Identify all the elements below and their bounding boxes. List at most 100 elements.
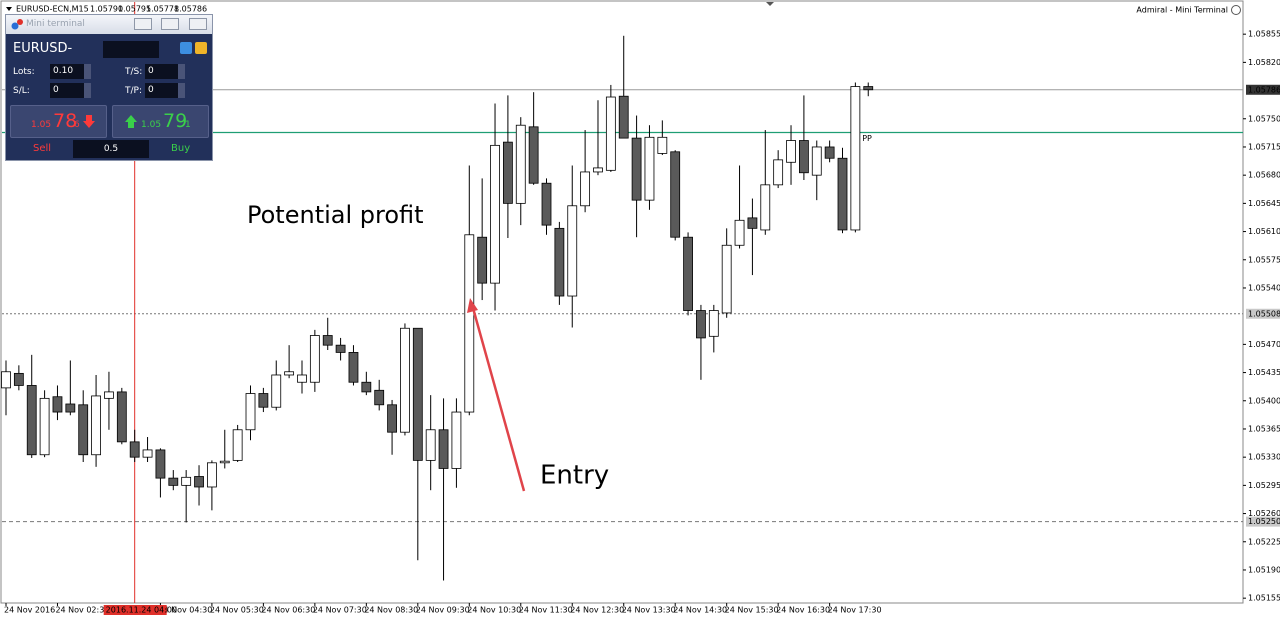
candle-body	[361, 381, 372, 393]
candle-body	[502, 141, 513, 204]
x-tick-label: 24 Nov 17:30	[828, 606, 882, 615]
candle-body	[863, 86, 874, 91]
candle-body	[567, 205, 578, 297]
spinner[interactable]	[178, 64, 185, 79]
x-tick-label: 24 Nov 06:30	[261, 606, 315, 615]
annotation: Entry	[540, 461, 609, 491]
candle-body	[297, 374, 307, 383]
candle-body	[451, 411, 462, 469]
candle-body	[631, 137, 642, 201]
info-icon[interactable]	[195, 42, 207, 54]
label: S/L:	[13, 86, 30, 96]
x-tick-label: 24 Nov 10:30	[467, 606, 521, 615]
tp-input[interactable]: 0	[145, 83, 178, 98]
candle-body	[181, 476, 192, 486]
sell-button[interactable]: Sell	[33, 143, 52, 154]
candle-body	[1, 371, 11, 389]
candle-body	[374, 389, 385, 406]
y-tick-label: 1.05435	[1248, 368, 1280, 377]
candle-body	[258, 393, 269, 408]
close-button[interactable]	[189, 18, 207, 30]
y-tick-label: 1.05680	[1248, 171, 1280, 180]
quote: 1.05795	[118, 5, 151, 14]
buy-price-button[interactable]: 1.05 79 1	[112, 105, 209, 138]
candle-body	[490, 144, 500, 284]
y-tick-label: 1.05155	[1248, 594, 1280, 603]
candle-body	[116, 391, 127, 443]
candle-body	[760, 184, 771, 231]
price-fraction: 1	[185, 120, 191, 130]
lots-input[interactable]: 0.10	[50, 64, 84, 79]
candle-body	[104, 391, 114, 399]
candle-body	[464, 234, 475, 413]
y-tick-label: 1.05330	[1248, 453, 1280, 462]
candle-body	[786, 140, 796, 163]
candle-body	[593, 167, 603, 173]
y-tick-label: 1.05610	[1248, 227, 1280, 236]
candle-body	[91, 395, 101, 456]
spinner[interactable]	[84, 83, 91, 98]
window-title: EURUSD-ECN,M15	[16, 5, 89, 14]
mini-terminal-titlebar: Mini terminal	[6, 15, 212, 34]
candle-body	[657, 136, 668, 154]
price-pips: 79	[163, 110, 188, 132]
x-tick-label: 24 Nov 02:30	[55, 606, 109, 615]
volume-input[interactable]: 0.5	[73, 140, 149, 158]
label: T/P:	[125, 86, 142, 96]
price-prefix: 1.05	[31, 120, 52, 130]
candle-body	[271, 374, 282, 408]
x-tick-label: 24 Nov 05:30	[210, 606, 264, 615]
candle-body	[245, 393, 256, 431]
sell-price-button[interactable]: 1.05 78 6	[10, 105, 107, 138]
quote: 1.05778	[146, 5, 179, 14]
y-tick-label: 1.05715	[1248, 142, 1280, 151]
close-icon[interactable]	[1231, 5, 1241, 15]
candle-body	[400, 327, 410, 433]
menu-arrow[interactable]	[6, 7, 12, 11]
down-arrow	[83, 115, 95, 128]
quote: 1.05786	[174, 5, 207, 14]
x-tick-label: 24 Nov 15:30	[725, 606, 779, 615]
y-tick-label: 1.05260	[1248, 509, 1280, 518]
y-tick-label: 1.05400	[1248, 396, 1280, 405]
candle-body	[78, 404, 89, 456]
y-tick-label: 1.05470	[1248, 340, 1280, 349]
symbol-box[interactable]	[103, 41, 159, 58]
spinner[interactable]	[84, 64, 91, 79]
maximize-button[interactable]	[161, 18, 179, 30]
label: T/S:	[125, 67, 143, 77]
candle-body	[721, 244, 732, 314]
buy-button[interactable]: Buy	[171, 143, 191, 154]
crosshair-tag	[103, 605, 167, 615]
candle-body	[438, 429, 449, 469]
spinner[interactable]	[178, 83, 185, 98]
candle-body	[747, 217, 758, 229]
candle-body	[26, 385, 37, 456]
mini-terminal: Mini terminal EURUSD- Lots: 0.10 T/S: 0 …	[5, 14, 213, 161]
price-tag-label: 1.05786	[1248, 85, 1280, 94]
candle-body	[39, 397, 50, 456]
x-tick-label: 24 Nov 04:30	[158, 606, 212, 615]
up-arrow	[125, 115, 137, 128]
candle-body	[142, 449, 153, 458]
candle-body	[65, 403, 76, 413]
candle-body	[605, 96, 616, 171]
x-tick-label: 24 Nov 07:30	[313, 606, 367, 615]
candle-body	[618, 95, 629, 139]
price-pips: 78	[53, 110, 78, 132]
terminal-title: Admiral - Mini Terminal	[1136, 6, 1228, 15]
minimize-button[interactable]	[134, 18, 152, 30]
x-tick-label: 24 Nov 08:30	[364, 606, 418, 615]
y-tick-label: 1.05540	[1248, 283, 1280, 292]
settings-icon[interactable]	[180, 42, 192, 54]
candle-body	[541, 182, 552, 226]
candle-body	[155, 449, 166, 479]
ts-input[interactable]: 0	[145, 64, 178, 79]
candle-body	[322, 335, 333, 346]
sl-input[interactable]: 0	[50, 83, 84, 98]
candle-body	[696, 310, 706, 339]
price-prefix: 1.05	[141, 120, 162, 130]
price-tag	[1246, 84, 1280, 95]
candle-body	[708, 310, 719, 337]
